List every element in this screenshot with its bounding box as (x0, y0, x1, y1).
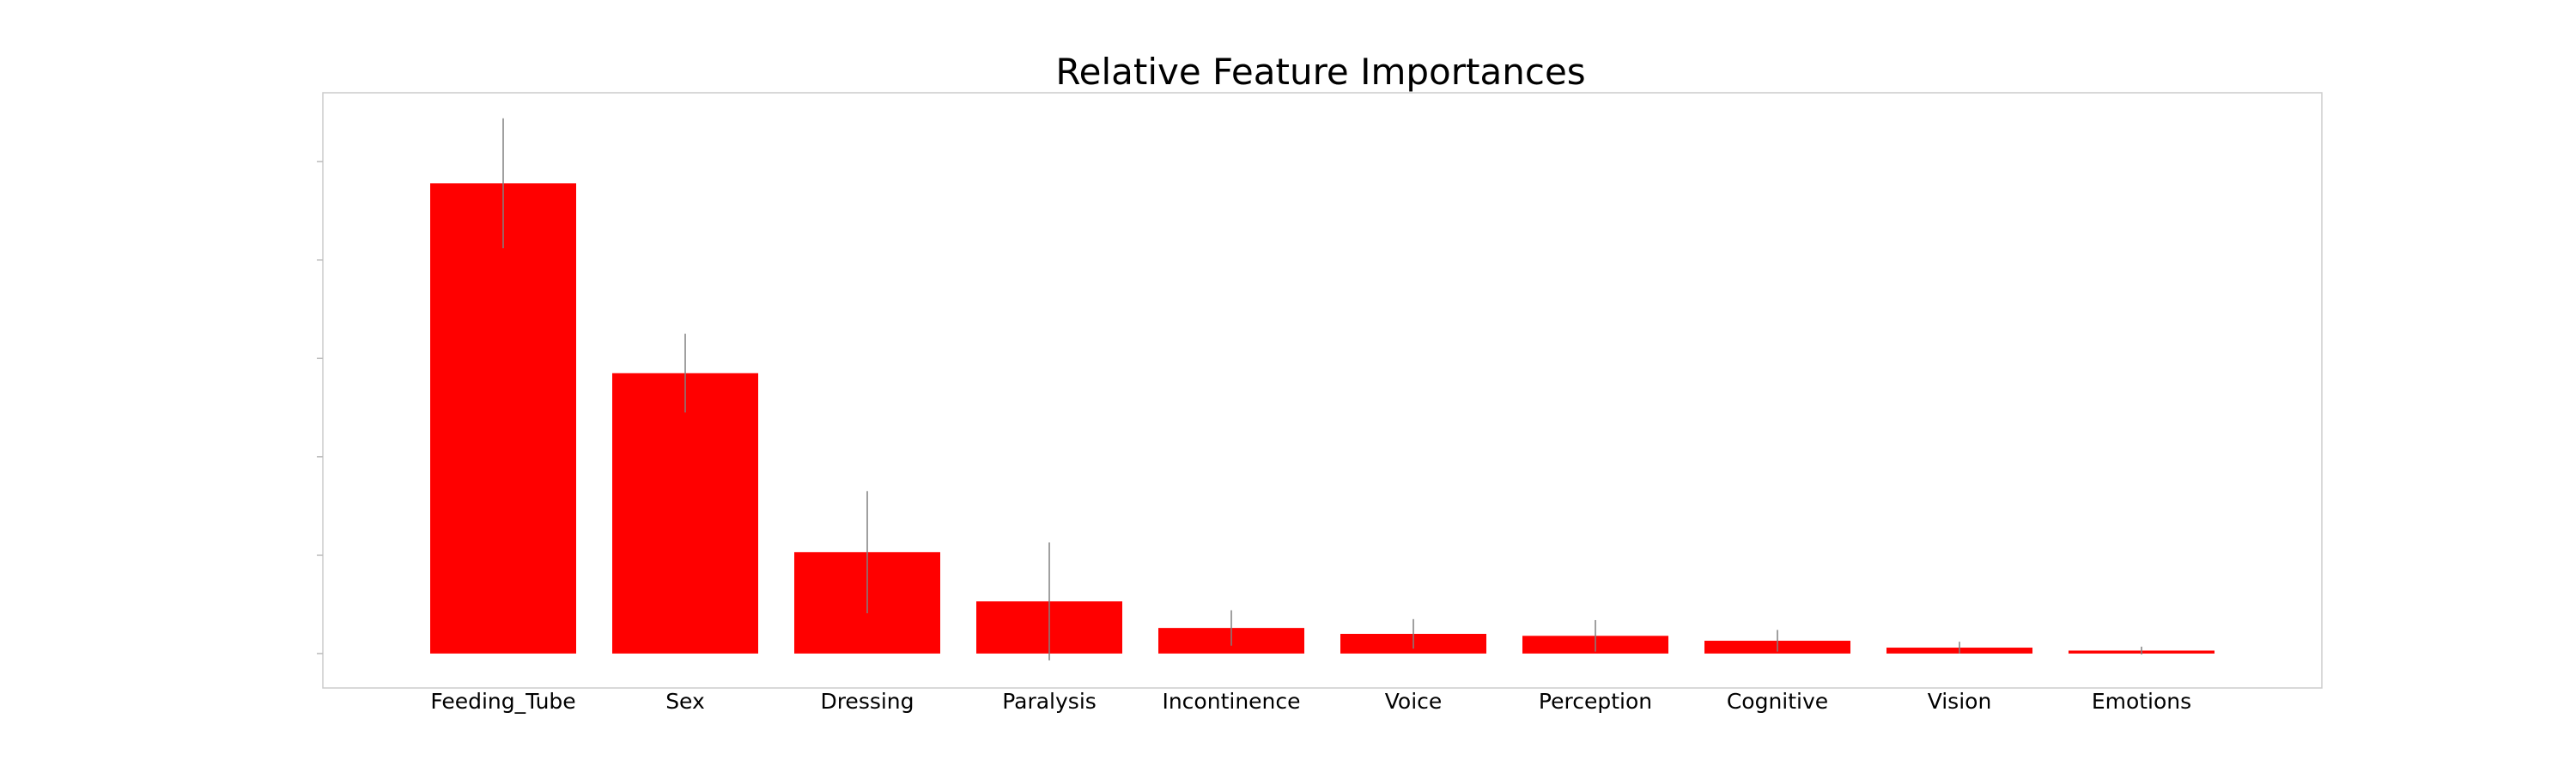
chart-title: Relative Feature Importances (1055, 51, 1585, 93)
x-tick-label-perception: Perception (1539, 689, 1652, 714)
error-bars (502, 118, 2142, 660)
x-tick-label-emotions: Emotions (2092, 689, 2191, 714)
plot-frame (322, 92, 2323, 689)
x-tick-label-feeding-tube: Feeding_Tube (430, 689, 575, 714)
x-tick-label-dressing: Dressing (820, 689, 914, 714)
y-axis-ticks (317, 161, 323, 654)
x-tick-label-cognitive: Cognitive (1727, 689, 1828, 714)
x-tick-label-vision: Vision (1928, 689, 1992, 714)
bars (430, 183, 2215, 654)
x-tick-label-incontinence: Incontinence (1162, 689, 1300, 714)
bar-feeding-tube (430, 183, 576, 654)
x-tick-label-voice: Voice (1385, 689, 1443, 714)
bar-sex (612, 373, 758, 654)
x-axis-tick-labels: Feeding_Tube Sex Dressing Paralysis Incontin… (430, 689, 2191, 714)
x-tick-label-sex: Sex (665, 689, 705, 714)
x-tick-label-paralysis: Paralysis (1002, 689, 1097, 714)
